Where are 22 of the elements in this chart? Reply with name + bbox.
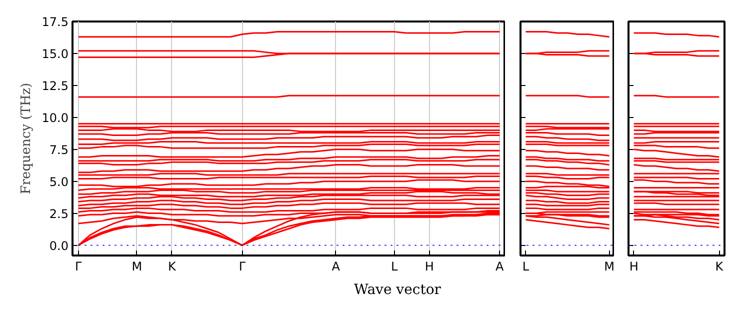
- x-tick-label: K: [715, 260, 724, 274]
- x-tick-label: Γ: [75, 260, 82, 274]
- x-tick-label: M: [604, 260, 614, 274]
- y-tick-label: 0.0: [49, 238, 69, 253]
- x-tick-label: L: [390, 260, 398, 274]
- y-tick-label: 15.0: [42, 46, 68, 61]
- x-tick-label: H: [424, 260, 434, 274]
- y-tick-label: 7.5: [49, 142, 69, 157]
- x-axis-title: Wave vector: [354, 281, 441, 300]
- x-tick-label: M: [132, 260, 142, 274]
- x-tick-label: K: [168, 260, 178, 274]
- y-axis-title: Frequency (THz): [18, 82, 34, 194]
- y-tick-label: 17.5: [42, 15, 68, 29]
- x-tick-label: Γ: [238, 260, 246, 274]
- x-tick-label: A: [332, 260, 341, 274]
- x-tick-label: A: [496, 260, 505, 274]
- x-tick-label: H: [629, 260, 638, 274]
- y-tick-label: 10.0: [42, 110, 68, 125]
- y-tick-label: 2.5: [49, 206, 69, 221]
- x-tick-label: L: [522, 260, 530, 274]
- y-tick-label: 5.0: [49, 174, 69, 189]
- y-tick-label: 12.5: [42, 78, 68, 93]
